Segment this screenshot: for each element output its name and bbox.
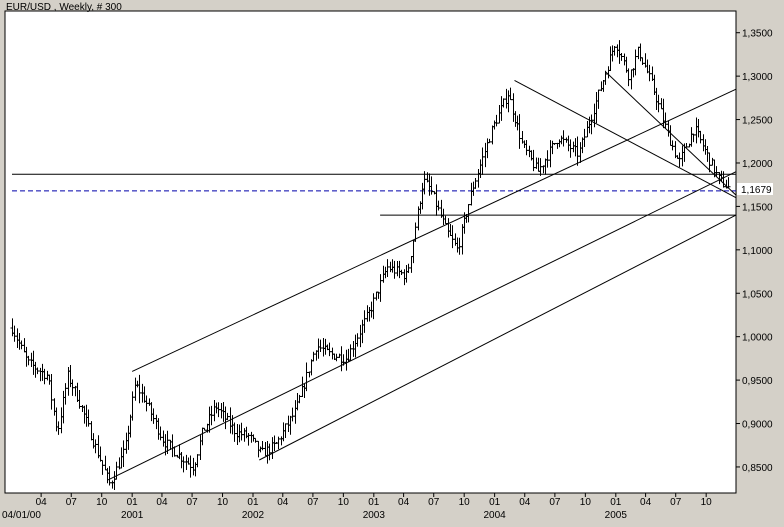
x-tick-label: 01: [610, 497, 622, 508]
y-tick-label: 1,0000: [742, 333, 773, 344]
x-tick-label: 04: [36, 497, 48, 508]
chart-title: EUR/USD , Weekly, # 300: [6, 2, 122, 13]
trend-line: [514, 80, 737, 199]
x-year-label: 2002: [242, 510, 265, 521]
x-tick-label: 10: [338, 497, 350, 508]
x-year-label: 2001: [121, 510, 144, 521]
x-tick-label: 07: [187, 497, 199, 508]
x-tick-label: 07: [66, 497, 78, 508]
x-tick-label: 07: [670, 497, 682, 508]
x-tick-label: 07: [307, 497, 319, 508]
x-year-label: 2005: [605, 510, 628, 521]
overlay-lines: [12, 71, 737, 481]
x-tick-label: 04: [640, 497, 652, 508]
y-tick-label: 1,3000: [742, 72, 773, 83]
x-year-label: 2004: [484, 510, 507, 521]
trend-line: [107, 171, 737, 481]
x-tick-label: 10: [217, 497, 229, 508]
x-tick-label: 01: [247, 497, 259, 508]
y-tick-label: 1,2500: [742, 116, 773, 127]
y-tick-label: 0,9500: [742, 376, 773, 387]
trend-line: [131, 88, 737, 372]
y-tick-label: 1,0500: [742, 289, 773, 300]
y-tick-label: 1,2000: [742, 159, 773, 170]
x-tick-label: 04: [519, 497, 531, 508]
current-price-label: 1,1679: [741, 185, 772, 196]
y-tick-label: 0,9000: [742, 420, 773, 431]
y-axis: 0,8500 0,9000 0,9500 1,0000 1,0500 1,1000 1,15…: [736, 29, 773, 474]
x-tick-label: 07: [549, 497, 561, 508]
x-tick-label: 01: [127, 497, 139, 508]
x-tick-label: 10: [580, 497, 592, 508]
x-tick-label: 04: [398, 497, 410, 508]
x-axis: 04 07 10 01 04 07 10 01 04 07 10 01 04 07 10 01 04 07 10 01…: [2, 493, 712, 521]
x-tick-label: 10: [96, 497, 108, 508]
x-tick-label: 01: [368, 497, 380, 508]
trend-line: [259, 214, 737, 461]
x-tick-label: 10: [701, 497, 713, 508]
x-tick-label: 01: [489, 497, 501, 508]
price-bars: [10, 40, 731, 490]
y-tick-label: 0,8500: [742, 463, 773, 474]
price-label-box: [737, 183, 773, 195]
y-tick-label: 1,3500: [742, 29, 773, 40]
x-tick-label: 07: [428, 497, 440, 508]
plot-area: [4, 10, 737, 494]
x-year-label: 04/01/00: [2, 510, 41, 521]
x-tick-label: 10: [459, 497, 471, 508]
y-tick-label: 1,1000: [742, 246, 773, 257]
x-year-label: 2003: [363, 510, 386, 521]
y-tick-label: 1,1500: [742, 202, 773, 213]
x-tick-label: 04: [156, 497, 168, 508]
x-tick-label: 04: [277, 497, 289, 508]
